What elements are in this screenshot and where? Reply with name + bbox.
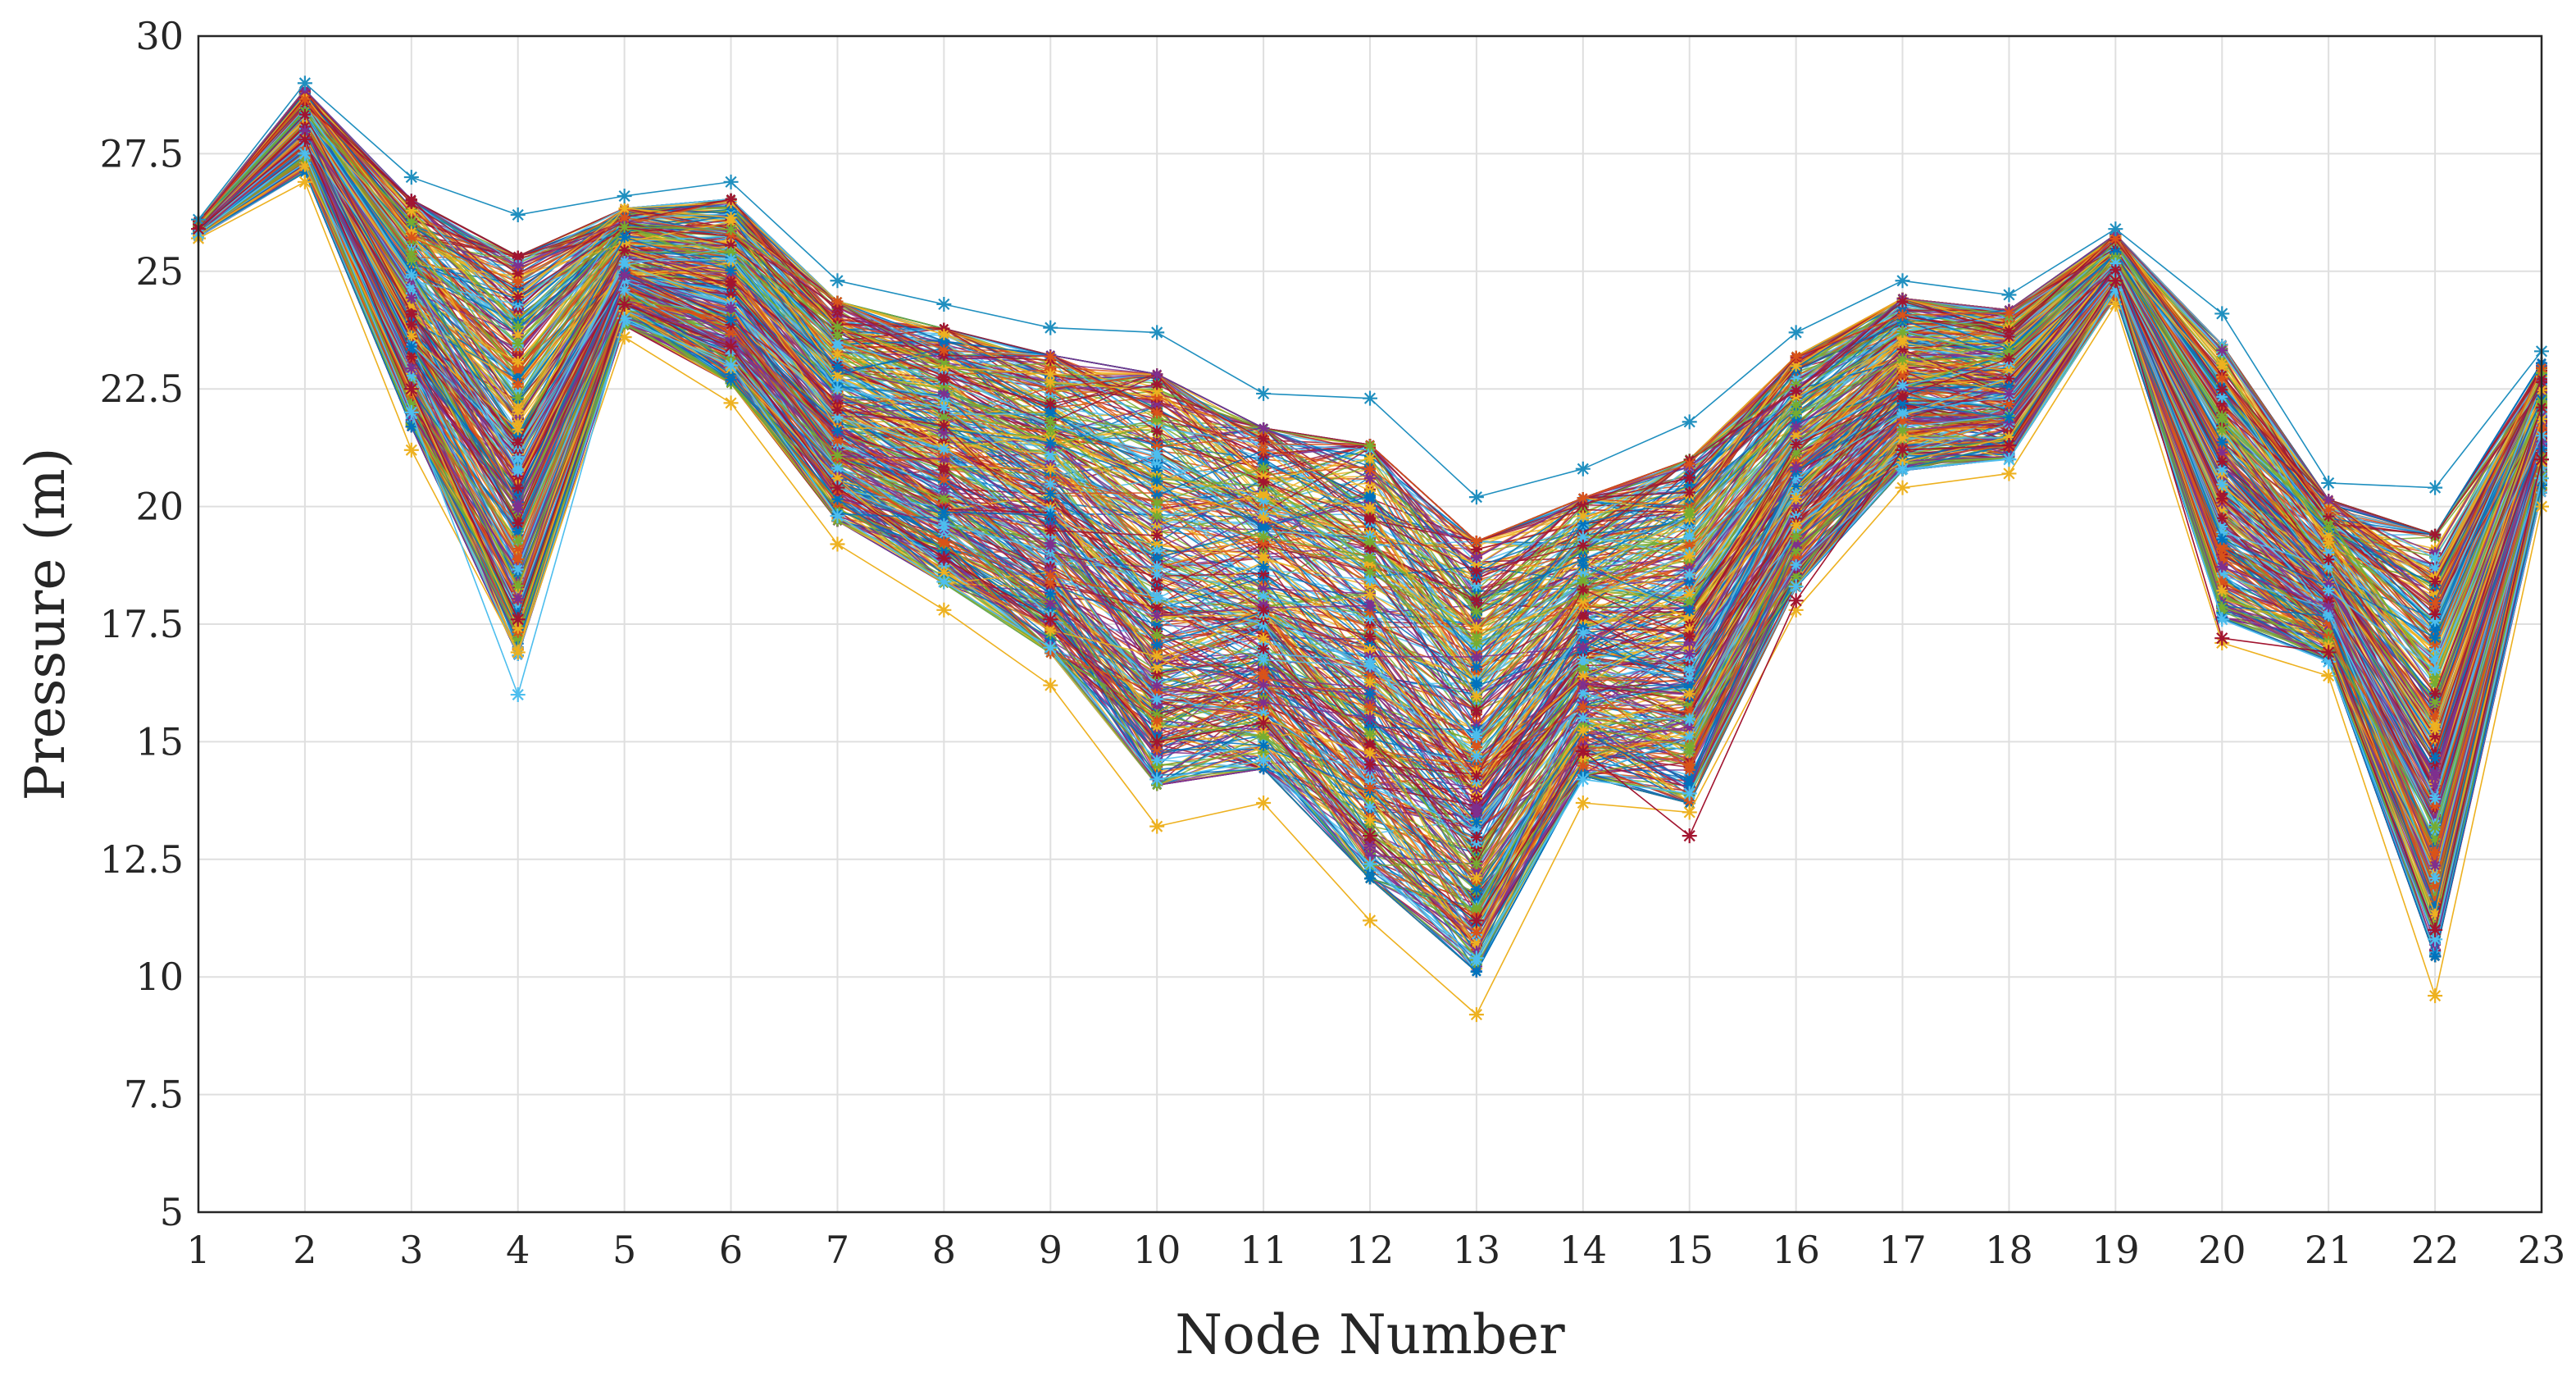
pressure-chart: 1 2 3 4 5 6 7 8 9 10 11 12 13 14 15 16 17 18 19 20 21 22 23 57… <box>14 14 2566 1366</box>
